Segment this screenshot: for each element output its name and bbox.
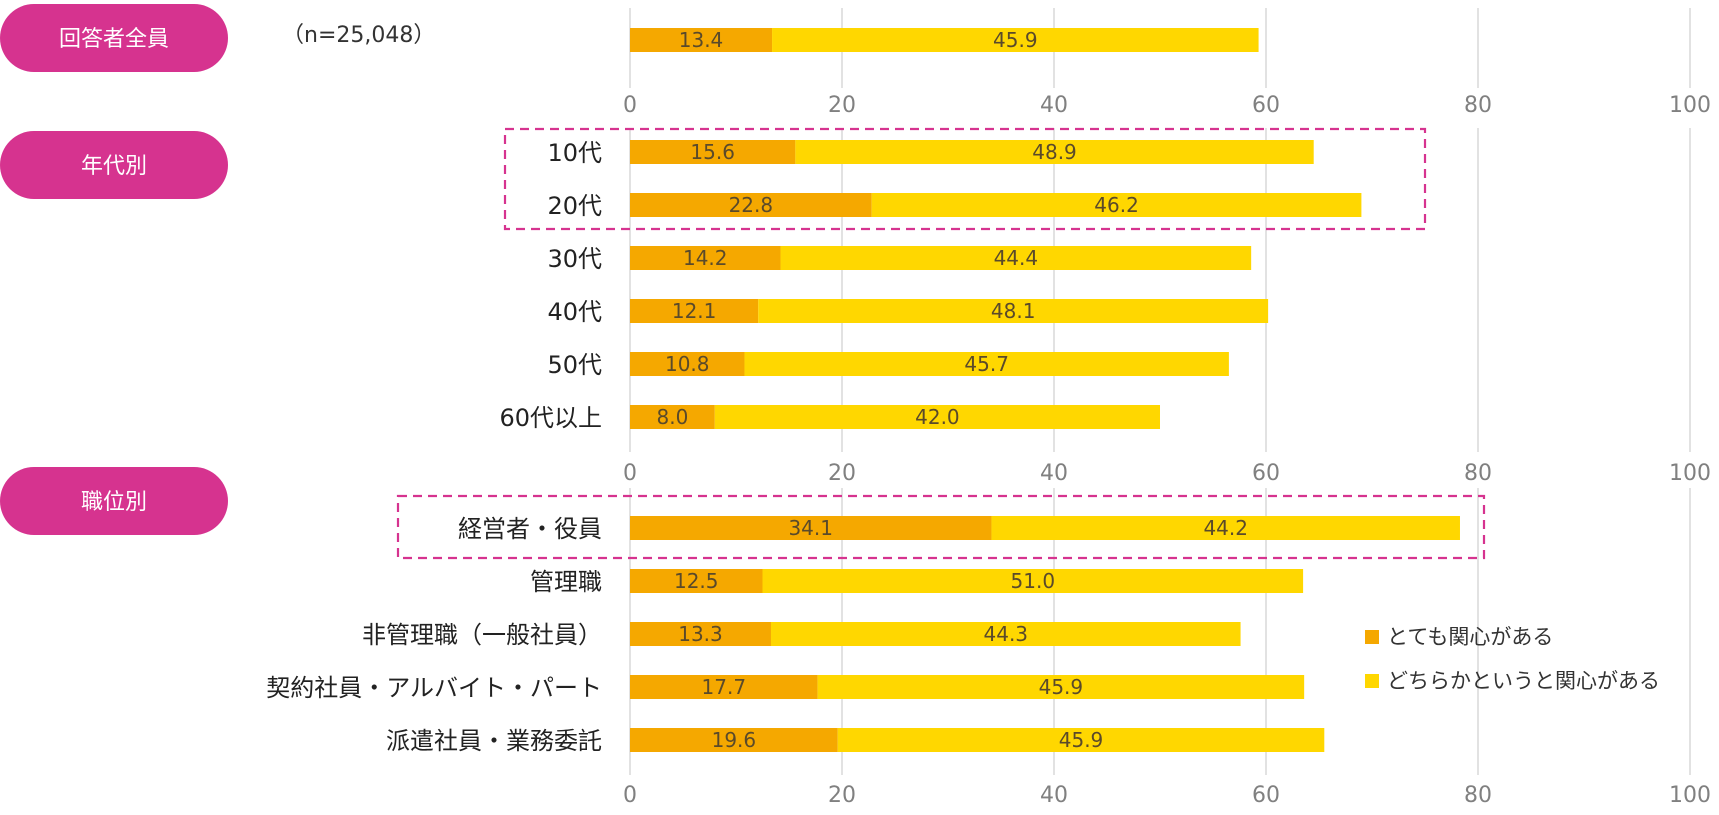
tick-label-1-4: 80 bbox=[1464, 461, 1492, 486]
legend-label-0: とても関心がある bbox=[1387, 625, 1553, 649]
bar-somewhat-interested-1-3 bbox=[758, 299, 1269, 323]
bar-value-very-2-0: 34.1 bbox=[788, 516, 833, 540]
tick-label-2-0: 0 bbox=[623, 783, 637, 808]
bar-somewhat-interested-2-3 bbox=[817, 675, 1305, 699]
tick-label-1-3: 60 bbox=[1252, 461, 1280, 486]
bar-value-very-2-1: 12.5 bbox=[674, 569, 719, 593]
bar-very-interested-1-0 bbox=[630, 140, 796, 164]
bar-very-interested-2-0 bbox=[630, 516, 992, 540]
tick-label-0-0: 0 bbox=[623, 93, 637, 118]
tick-label-2-3: 60 bbox=[1252, 783, 1280, 808]
tick-label-0-4: 80 bbox=[1464, 93, 1492, 118]
bar-value-very-1-5: 8.0 bbox=[656, 405, 688, 429]
tick-label-2-4: 80 bbox=[1464, 783, 1492, 808]
row-label-2-1: 管理職 bbox=[530, 568, 602, 596]
bar-somewhat-interested-1-2 bbox=[780, 246, 1252, 270]
bar-value-somewhat-1-3: 48.1 bbox=[991, 299, 1036, 323]
group-pill-label-1: 年代別 bbox=[81, 154, 147, 179]
row-label-2-2: 非管理職（一般社員） bbox=[362, 621, 602, 649]
row-label-2-4: 派遣社員・業務委託 bbox=[386, 727, 602, 755]
bar-very-interested-0-0 bbox=[630, 28, 773, 52]
bar-value-somewhat-1-0: 48.9 bbox=[1032, 140, 1077, 164]
bar-value-very-1-3: 12.1 bbox=[672, 299, 717, 323]
bar-very-interested-1-1 bbox=[630, 193, 872, 217]
bar-somewhat-interested-2-1 bbox=[762, 569, 1304, 593]
bar-value-somewhat-2-3: 45.9 bbox=[1039, 675, 1084, 699]
legend-swatch-0 bbox=[1365, 630, 1379, 644]
group-pill-1 bbox=[0, 131, 228, 199]
legend-label-1: どちらかというと関心がある bbox=[1387, 669, 1660, 693]
tick-label-2-2: 40 bbox=[1040, 783, 1068, 808]
bar-value-somewhat-2-1: 51.0 bbox=[1011, 569, 1056, 593]
row-label-1-5: 60代以上 bbox=[499, 404, 602, 432]
bar-very-interested-1-4 bbox=[630, 352, 745, 376]
tick-label-1-1: 20 bbox=[828, 461, 856, 486]
bar-value-somewhat-1-4: 45.7 bbox=[964, 352, 1009, 376]
bar-somewhat-interested-1-1 bbox=[871, 193, 1362, 217]
tick-label-2-1: 20 bbox=[828, 783, 856, 808]
highlight-box-1 bbox=[396, 494, 1486, 560]
tick-label-0-1: 20 bbox=[828, 93, 856, 118]
row-label-1-2: 30代 bbox=[547, 245, 602, 273]
bar-somewhat-interested-1-4 bbox=[744, 352, 1229, 376]
bar-very-interested-2-3 bbox=[630, 675, 818, 699]
bar-value-somewhat-2-2: 44.3 bbox=[984, 622, 1029, 646]
group-pill-2 bbox=[0, 467, 228, 535]
bar-value-very-0-0: 13.4 bbox=[679, 28, 724, 52]
bar-value-very-2-4: 19.6 bbox=[712, 728, 757, 752]
bar-very-interested-1-3 bbox=[630, 299, 759, 323]
bar-value-very-2-3: 17.7 bbox=[702, 675, 747, 699]
bar-value-somewhat-2-0: 44.2 bbox=[1203, 516, 1248, 540]
tick-label-0-3: 60 bbox=[1252, 93, 1280, 118]
tick-label-1-0: 0 bbox=[623, 461, 637, 486]
tick-label-2-5: 100 bbox=[1669, 783, 1711, 808]
group-pill-label-2: 職位別 bbox=[81, 490, 147, 515]
tick-label-0-5: 100 bbox=[1669, 93, 1711, 118]
sample-size-note: （n=25,048） bbox=[282, 23, 435, 48]
row-label-2-0: 経営者・役員 bbox=[458, 515, 602, 543]
tick-label-1-2: 40 bbox=[1040, 461, 1068, 486]
bar-value-very-1-2: 14.2 bbox=[683, 246, 728, 270]
row-label-2-3: 契約社員・アルバイト・パート bbox=[266, 674, 602, 702]
tick-label-1-5: 100 bbox=[1669, 461, 1711, 486]
bar-very-interested-2-1 bbox=[630, 569, 763, 593]
bar-very-interested-1-5 bbox=[630, 405, 715, 429]
bar-somewhat-interested-2-0 bbox=[991, 516, 1460, 540]
group-pill-label-0: 回答者全員 bbox=[59, 27, 169, 52]
tick-label-0-2: 40 bbox=[1040, 93, 1068, 118]
bar-somewhat-interested-2-2 bbox=[770, 622, 1241, 646]
row-label-1-1: 20代 bbox=[547, 192, 602, 220]
bar-somewhat-interested-0-0 bbox=[772, 28, 1259, 52]
bar-value-very-1-1: 22.8 bbox=[729, 193, 774, 217]
bar-value-very-2-2: 13.3 bbox=[678, 622, 723, 646]
bar-somewhat-interested-1-0 bbox=[795, 140, 1314, 164]
bar-value-somewhat-0-0: 45.9 bbox=[993, 28, 1038, 52]
group-pill-0 bbox=[0, 4, 228, 72]
legend-swatch-1 bbox=[1365, 674, 1379, 688]
bar-value-somewhat-1-5: 42.0 bbox=[915, 405, 960, 429]
bar-very-interested-2-4 bbox=[630, 728, 838, 752]
bar-value-somewhat-2-4: 45.9 bbox=[1059, 728, 1104, 752]
row-label-1-3: 40代 bbox=[547, 298, 602, 326]
bar-very-interested-2-2 bbox=[630, 622, 771, 646]
bar-very-interested-1-2 bbox=[630, 246, 781, 270]
bar-somewhat-interested-1-5 bbox=[714, 405, 1160, 429]
bar-value-somewhat-1-2: 44.4 bbox=[994, 246, 1039, 270]
bar-somewhat-interested-2-4 bbox=[837, 728, 1325, 752]
bar-value-very-1-0: 15.6 bbox=[690, 140, 735, 164]
bar-value-somewhat-1-1: 46.2 bbox=[1094, 193, 1139, 217]
row-label-1-0: 10代 bbox=[547, 139, 602, 167]
row-label-1-4: 50代 bbox=[547, 351, 602, 379]
bar-value-very-1-4: 10.8 bbox=[665, 352, 710, 376]
